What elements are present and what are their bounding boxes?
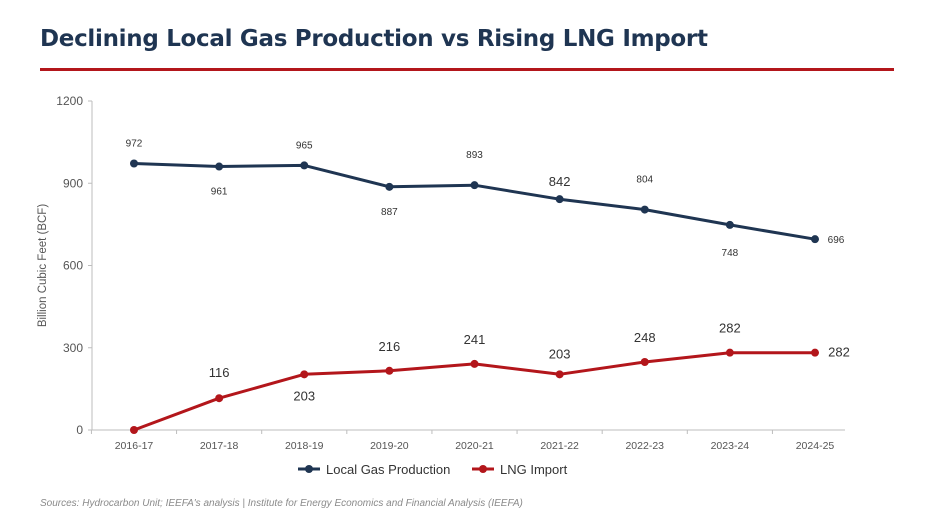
x-tick-label: 2017-18 [200, 440, 239, 452]
data-point [385, 182, 394, 191]
legend-swatch-marker [479, 465, 487, 473]
chart-series: 972 961 965 887 893 842 804 748 696 116 203 216 241 2… [126, 139, 850, 434]
y-axis-title: Billion Cubic Feet (BCF) [37, 204, 49, 328]
data-point [640, 358, 649, 367]
data-label: 804 [636, 175, 653, 186]
data-label: 972 [126, 139, 143, 150]
x-tick-label: 2019-20 [370, 440, 409, 452]
x-tick-label: 2020-21 [455, 440, 494, 452]
data-label: 248 [634, 330, 656, 345]
legend-label: Local Gas Production [326, 462, 450, 477]
data-point [385, 366, 394, 375]
data-point [130, 159, 138, 168]
data-label: 216 [379, 339, 401, 354]
data-point [300, 370, 309, 379]
data-point [215, 162, 224, 171]
title-divider [40, 68, 894, 71]
x-tick-label: 2018-19 [285, 440, 324, 452]
data-point [640, 205, 649, 214]
y-tick-label: 0 [76, 423, 83, 437]
data-point [130, 426, 138, 434]
data-point [215, 394, 224, 403]
data-label: 203 [293, 388, 315, 403]
data-label: 696 [828, 235, 845, 246]
x-tick-label: 2023-24 [711, 440, 750, 452]
legend-swatch-marker [305, 465, 313, 473]
data-label: 893 [466, 150, 483, 161]
data-point [300, 161, 309, 170]
data-label: 842 [549, 174, 571, 189]
data-point [555, 195, 564, 204]
y-tick-label: 1200 [56, 94, 83, 108]
x-tick-label: 2024-25 [796, 440, 835, 452]
y-tick-label: 600 [63, 259, 83, 273]
source-note: Sources: Hydrocarbon Unit; IEEFA's analy… [40, 498, 523, 509]
data-label: 241 [464, 332, 486, 347]
legend-label: LNG Import [500, 462, 568, 477]
chart-title: Declining Local Gas Production vs Rising… [40, 26, 708, 52]
data-label: 116 [209, 365, 230, 380]
data-label: 282 [719, 321, 741, 336]
x-tick-label: 2022-23 [625, 440, 664, 452]
y-tick-label: 900 [63, 176, 83, 190]
data-point [470, 181, 479, 190]
data-point [555, 370, 564, 379]
data-point [811, 348, 819, 357]
data-label: 203 [549, 346, 571, 361]
series-line-0 [133, 162, 816, 241]
data-label: 961 [211, 187, 228, 198]
data-point [725, 220, 734, 229]
data-point [725, 348, 734, 357]
data-label: 887 [381, 207, 398, 218]
data-label: 282 [828, 345, 850, 360]
x-tick-label: 2016-17 [115, 440, 154, 452]
chart-axes: 0 300 600 900 1200 2016-17 2017-18 2018-19 2019-… [37, 94, 845, 452]
data-label: 748 [722, 248, 739, 259]
x-tick-label: 2021-22 [540, 440, 579, 452]
data-label: 965 [296, 140, 313, 151]
chart-legend: Local Gas Production LNG Import [298, 462, 568, 477]
data-point [811, 235, 819, 244]
y-tick-label: 300 [63, 341, 83, 355]
data-point [470, 359, 479, 368]
